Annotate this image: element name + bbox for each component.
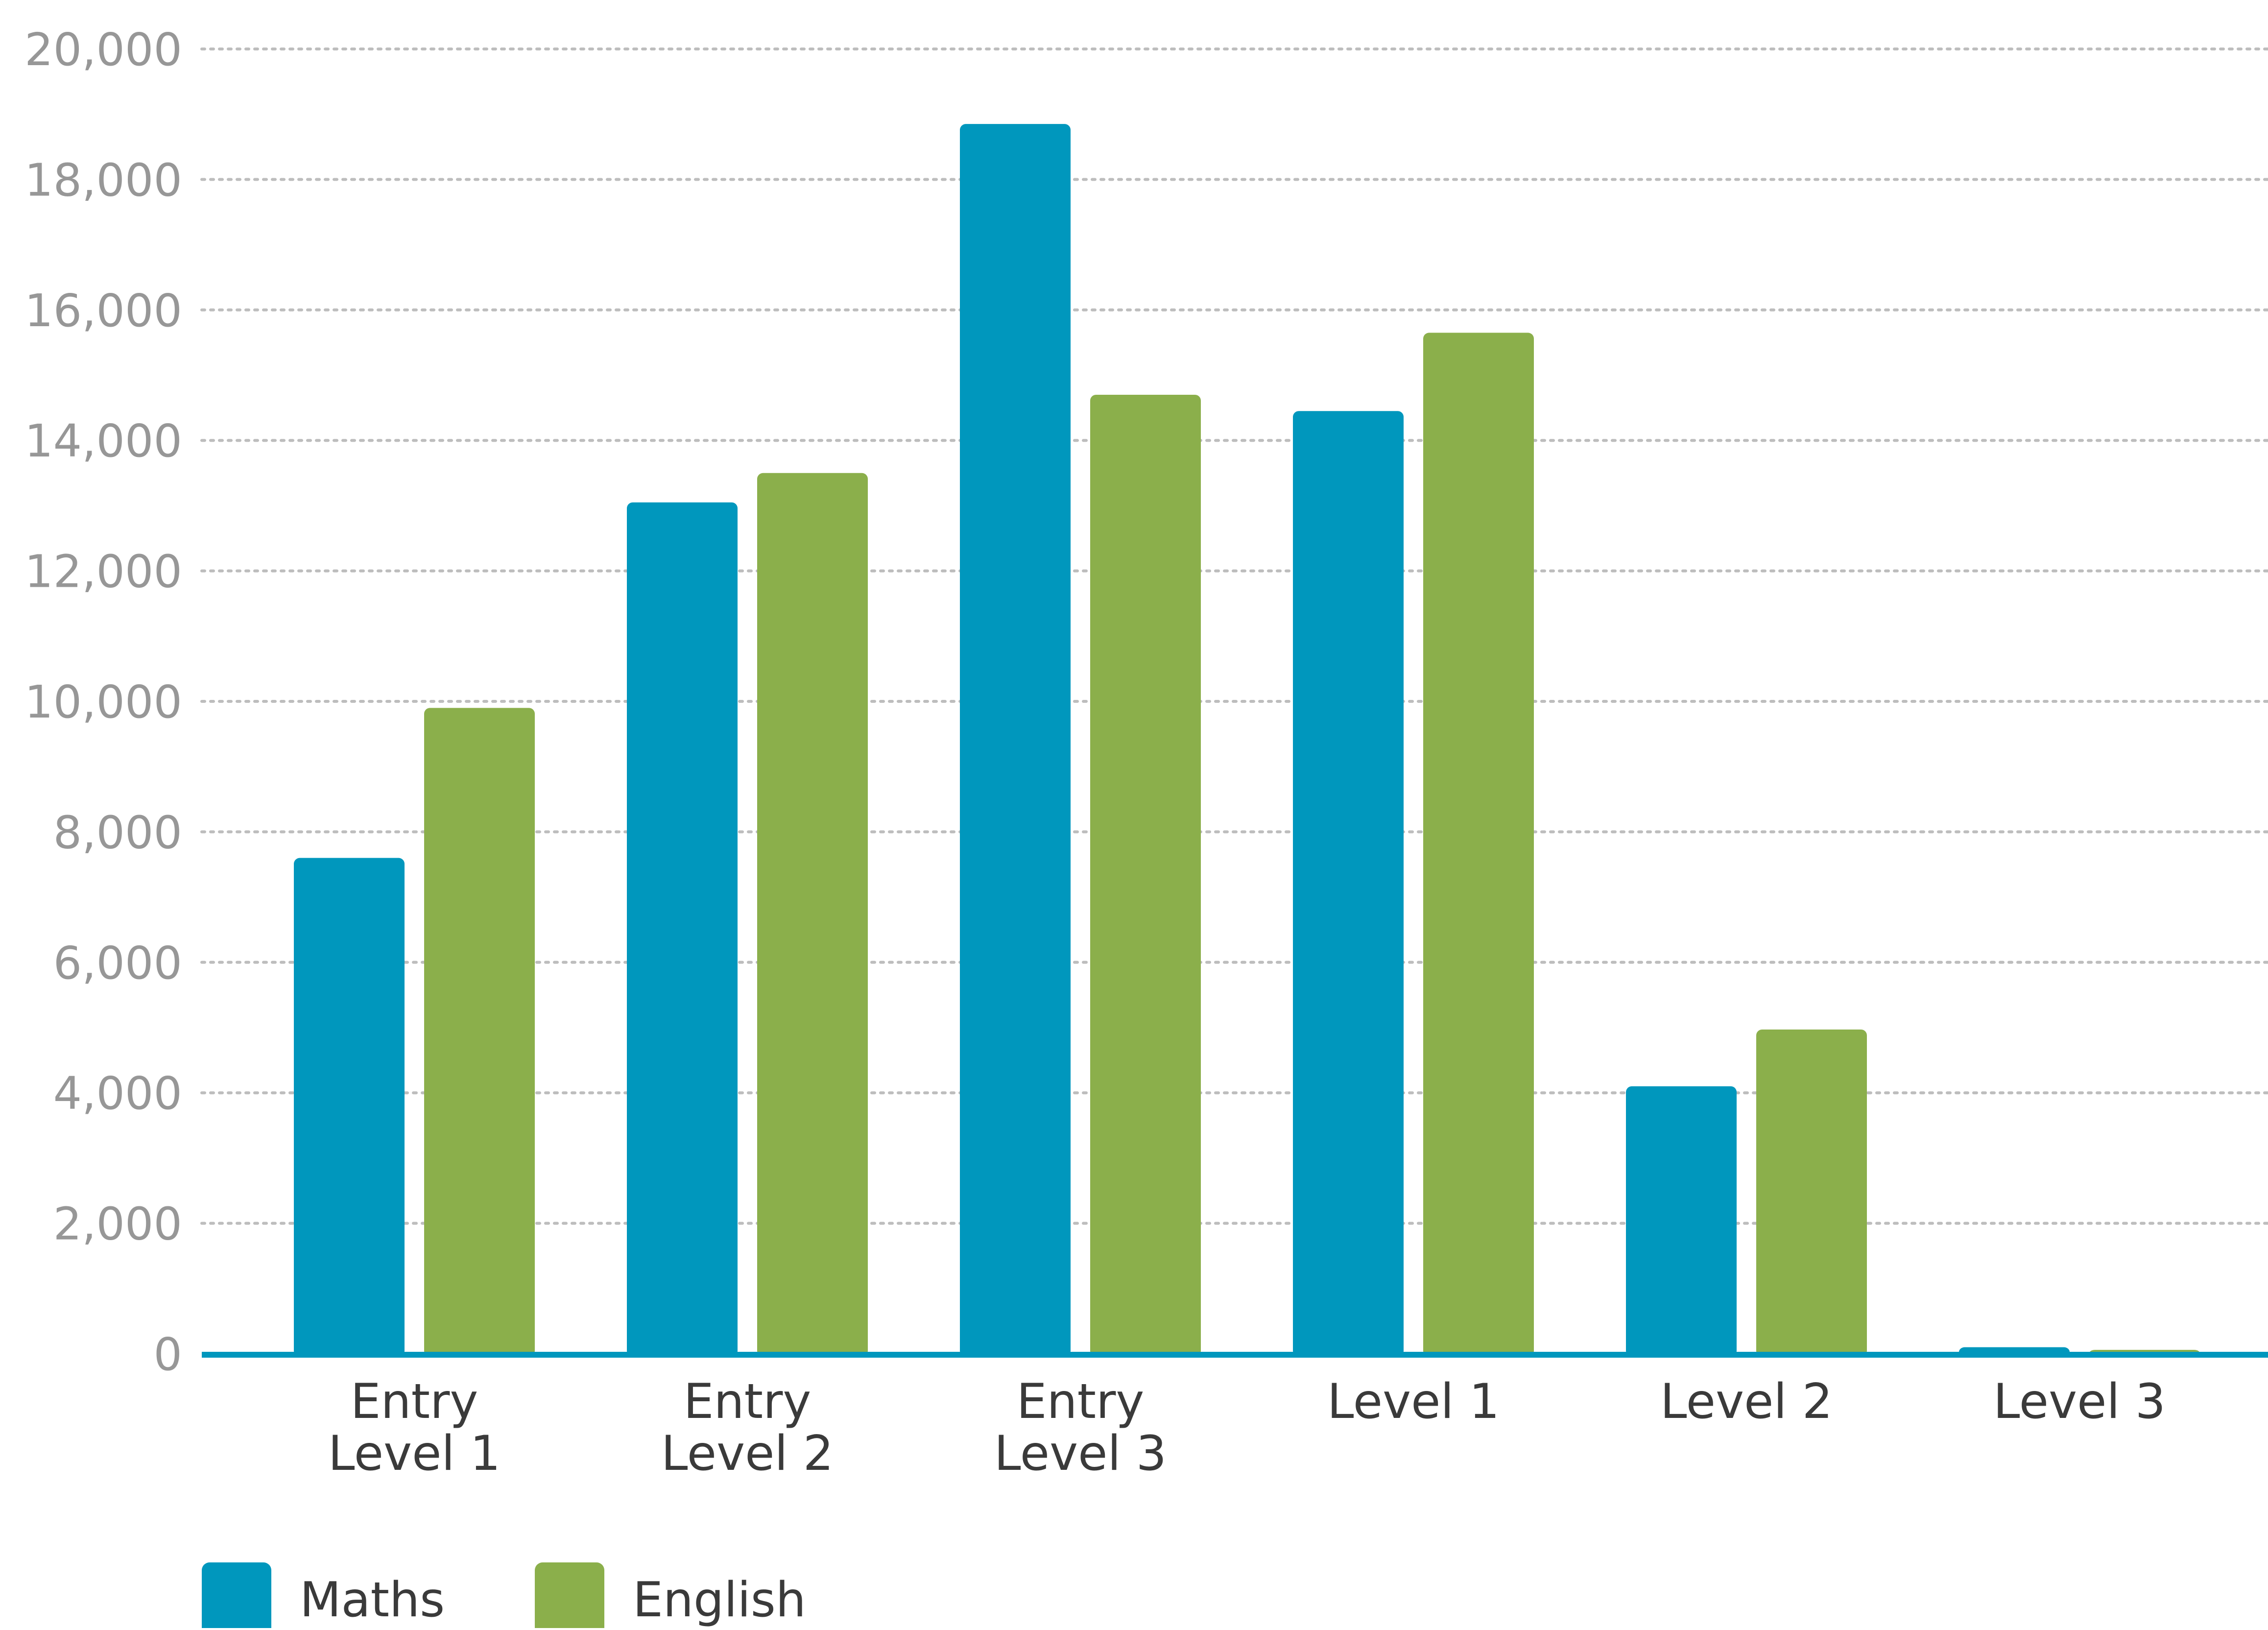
bar-maths-0 [294,858,405,1357]
x-category-label: Level 2 [1660,1374,1833,1430]
legend-label-maths: Maths [300,1572,445,1628]
x-category-label: Level 2 [661,1426,834,1482]
bar-english-3 [1423,333,1534,1357]
bar-maths-4 [1626,1086,1737,1357]
y-tick-label: 16,000 [24,285,182,337]
y-tick-label: 0 [153,1328,182,1381]
legend-label-english: English [633,1572,806,1628]
bar-english-1 [757,473,868,1357]
legend-swatch-english [535,1562,604,1630]
bar-maths-3 [1293,411,1404,1357]
y-tick-label: 14,000 [24,415,182,467]
y-tick-label: 18,000 [24,154,182,206]
x-category-label: Level 3 [994,1426,1167,1482]
y-tick-label: 2,000 [53,1198,182,1250]
bars [294,124,2200,1357]
y-tick-label: 8,000 [53,806,182,859]
x-category-label: Entry [1017,1374,1145,1430]
x-category-label: Level 1 [1327,1374,1500,1430]
x-category-label: Level 1 [328,1426,501,1482]
y-axis-ticks: 0 2,000 4,000 6,000 8,000 10,000 12,000 14,000 1… [24,24,182,1381]
bar-maths-2 [960,124,1071,1357]
x-category-label: Level 3 [1993,1374,2166,1430]
x-category-label: Entry [351,1374,478,1430]
bar-english-2 [1090,394,1201,1357]
bar-english-0 [424,708,535,1357]
y-tick-label: 20,000 [24,24,182,76]
y-tick-label: 10,000 [24,676,182,728]
bar-maths-1 [627,502,738,1357]
y-tick-label: 4,000 [53,1067,182,1120]
y-tick-label: 6,000 [53,937,182,989]
x-category-label: Entry [684,1374,812,1430]
gridlines [200,48,2268,1225]
bar-english-4 [1756,1029,1867,1357]
legend: Maths English [202,1562,806,1630]
legend-swatch-maths [202,1562,271,1630]
y-tick-label: 12,000 [24,546,182,598]
